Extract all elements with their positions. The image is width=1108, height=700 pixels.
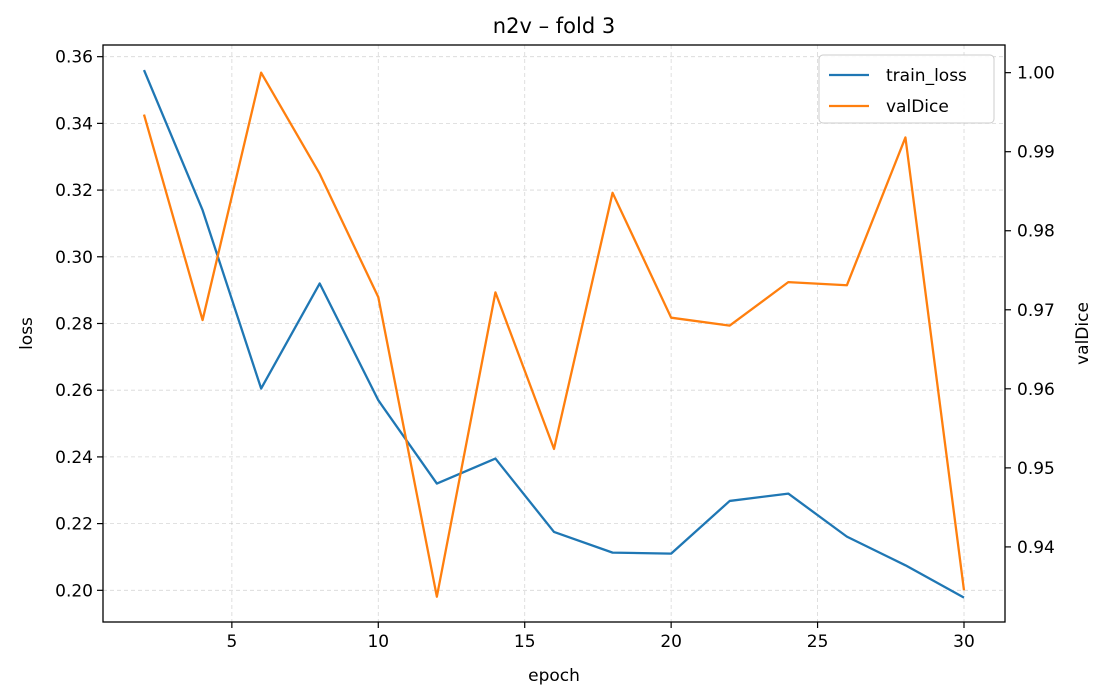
- legend-label-valDice: valDice: [886, 97, 949, 117]
- y-left-tick-label: 0.26: [55, 381, 93, 401]
- y-left-tick-label: 0.28: [55, 314, 93, 334]
- x-tick-label: 10: [367, 632, 389, 652]
- legend-label-train_loss: train_loss: [886, 66, 967, 86]
- x-tick-label: 20: [660, 632, 682, 652]
- series-line-train_loss: [142, 69, 965, 599]
- y-axis-left-label: loss: [17, 317, 37, 350]
- y-right-tick-label: 0.94: [1017, 538, 1055, 558]
- x-tick-label: 5: [226, 632, 237, 652]
- series-line-valDice: [142, 71, 966, 598]
- plot-frame: [102, 44, 1006, 623]
- x-axis-label: epoch: [528, 666, 580, 686]
- y-left-tick-label: 0.22: [55, 515, 93, 535]
- x-tick-label: 15: [514, 632, 536, 652]
- x-tick-label: 30: [953, 632, 975, 652]
- y-left-tick-label: 0.36: [55, 48, 93, 68]
- y-left-tick-label: 0.32: [55, 181, 93, 201]
- y-left-tick-label: 0.30: [55, 248, 93, 268]
- series-layer: [142, 69, 966, 599]
- y-right-tick-label: 0.98: [1017, 222, 1055, 242]
- y-axis-right-label: valDice: [1073, 302, 1093, 365]
- ticks: 5 10 15 20 25 30 0.20 0.22 0.24 0.26 0.28 0.30 0.32 0…: [55, 48, 1055, 652]
- grid: [103, 45, 1005, 622]
- y-right-tick-label: 1.00: [1017, 64, 1055, 84]
- y-right-tick-label: 0.97: [1017, 301, 1055, 321]
- y-right-tick-label: 0.95: [1017, 459, 1055, 479]
- y-left-tick-label: 0.20: [55, 581, 93, 601]
- y-left-tick-label: 0.34: [55, 114, 93, 134]
- y-right-tick-label: 0.99: [1017, 143, 1055, 163]
- y-left-tick-label: 0.24: [55, 448, 93, 468]
- chart-title: n2v – fold 3: [493, 14, 615, 38]
- y-right-tick-label: 0.96: [1017, 380, 1055, 400]
- legend: train_loss valDice: [818, 54, 995, 124]
- x-tick-label: 25: [807, 632, 829, 652]
